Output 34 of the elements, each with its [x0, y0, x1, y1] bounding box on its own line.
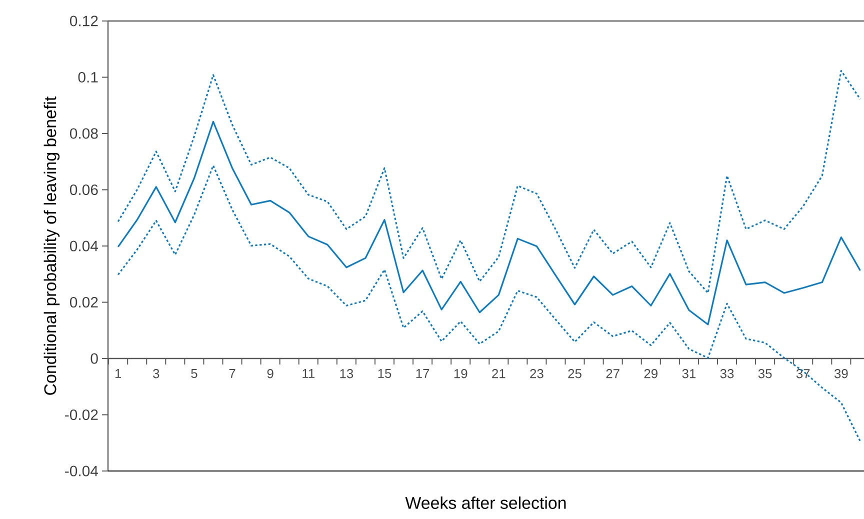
y-tick-label: -0.02 — [65, 409, 98, 420]
x-tick-label: 21 — [492, 369, 506, 378]
y-axis-title: Conditional probability of leaving benefit — [44, 96, 60, 395]
y-tick-label: 0.04 — [70, 240, 98, 252]
x-tick-label: 7 — [229, 369, 236, 378]
x-axis-title: Weeks after selection — [405, 496, 566, 509]
x-tick-label: 11 — [302, 369, 314, 378]
x-tick-label: 3 — [153, 369, 160, 378]
y-tick-label: 0 — [90, 353, 98, 364]
y-tick-label: 0.06 — [70, 184, 98, 196]
y-tick-label: -0.04 — [65, 466, 98, 476]
y-tick-label: 0.12 — [70, 16, 98, 26]
x-tick-label: 33 — [720, 369, 734, 378]
line-series — [117, 70, 862, 294]
line-series — [117, 164, 862, 442]
x-tick-label: 29 — [644, 369, 658, 378]
y-tick-label: 0.08 — [70, 128, 98, 139]
x-tick-label: 23 — [530, 369, 544, 378]
x-tick-label: 15 — [378, 369, 392, 378]
x-tick-label: 9 — [267, 369, 274, 378]
x-tick-label: 37 — [796, 369, 810, 378]
y-tick-label: 0.02 — [70, 296, 98, 308]
line-series — [117, 120, 862, 326]
x-tick-label: 5 — [191, 369, 198, 378]
x-tick-label: 13 — [340, 369, 354, 378]
x-tick-label: 17 — [416, 369, 430, 378]
x-tick-label: 39 — [834, 369, 848, 378]
x-tick-label: 1 — [115, 369, 122, 378]
y-tick-label: 0.1 — [78, 72, 98, 83]
x-tick-label: 25 — [568, 369, 582, 378]
x-tick-label: 19 — [454, 369, 468, 378]
x-tick-label: 35 — [758, 369, 772, 378]
x-tick-label: 31 — [682, 369, 696, 378]
x-tick-label: 27 — [606, 369, 620, 378]
